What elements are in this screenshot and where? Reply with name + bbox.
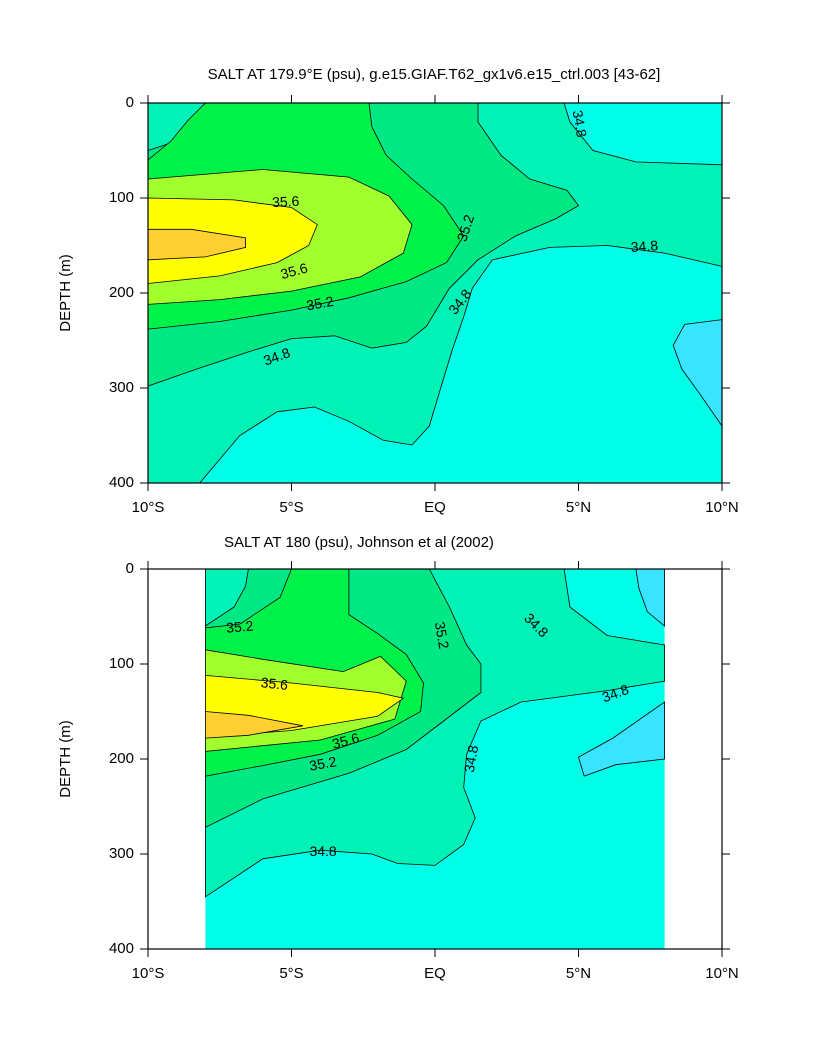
x-tick-label: 5°N: [566, 965, 591, 982]
x-tick-label: EQ: [424, 499, 446, 516]
contour-label: 35.2: [305, 293, 335, 314]
contour-label: 34.8: [630, 237, 659, 255]
y-tick-label: 100: [109, 655, 134, 672]
contour-band: [578, 701, 665, 777]
contour-label: 35.2: [225, 617, 254, 635]
contour-label: 35.6: [260, 674, 289, 693]
y-tick-label: 0: [126, 94, 134, 111]
x-tick-label: 10°S: [132, 965, 165, 982]
y-tick-label: 400: [109, 940, 134, 957]
x-tick-label: EQ: [424, 965, 446, 982]
contour-label: 35.2: [432, 620, 453, 650]
y-tick-label: 200: [109, 750, 134, 767]
contour-label: 35.2: [308, 753, 338, 774]
x-tick-label: 10°N: [705, 499, 739, 516]
y-tick-label: 400: [109, 474, 134, 491]
contour-field: 35.635.635.235.2 34.834.834.834.8: [148, 103, 722, 483]
chart-title: SALT AT 179.9°E (psu), g.e15.GIAF.T62_gx…: [208, 66, 661, 83]
y-tick-label: 300: [109, 845, 134, 862]
contour-label: 34.8: [309, 843, 336, 859]
y-tick-label: 0: [126, 560, 134, 577]
x-tick-label: 10°N: [705, 965, 739, 982]
y-tick-label: 100: [109, 189, 134, 206]
contour-label: 34.8: [461, 744, 482, 774]
x-tick-label: 5°S: [279, 965, 303, 982]
contour-band: [204, 711, 304, 739]
contour-band: [672, 319, 722, 427]
y-axis-label: DEPTH (m): [57, 720, 74, 798]
contour-band: [148, 228, 247, 261]
y-tick-label: 300: [109, 379, 134, 396]
contour-band: [635, 569, 665, 627]
y-axis-label: DEPTH (m): [57, 254, 74, 332]
x-tick-label: 10°S: [132, 499, 165, 516]
y-tick-label: 200: [109, 284, 134, 301]
contour-field: 35.235.635.635.235.2 34.834.834.834.8: [204, 569, 665, 949]
x-tick-label: 5°S: [279, 499, 303, 516]
contour-label: 35.6: [279, 260, 310, 283]
contour-label: 35.6: [330, 729, 361, 752]
contour-label: 34.8: [570, 109, 591, 139]
x-tick-label: 5°N: [566, 499, 591, 516]
contour-label: 35.6: [272, 193, 300, 210]
chart-title: SALT AT 180 (psu), Johnson et al (2002): [224, 534, 494, 551]
